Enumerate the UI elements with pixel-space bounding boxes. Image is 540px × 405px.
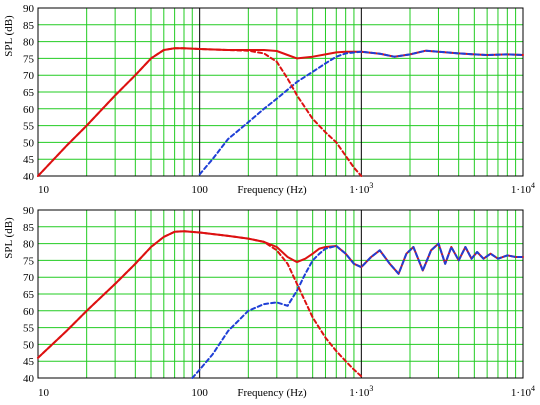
x-tick-label: 100 [191, 184, 208, 196]
y-tick-label: 55 [23, 121, 35, 133]
chart-top: 90 85 80 75 70 65 60 55 50 45 40 SPL (dB) 10 100 1·103… [3, 3, 535, 196]
plot-frame [37, 209, 524, 379]
x-tick-label: 1·103 [349, 181, 373, 196]
y-tick-label: 70 [23, 70, 35, 82]
y-tick-label: 45 [23, 356, 35, 368]
x-tick-exponent: 3 [369, 181, 373, 190]
y-tick-label: 65 [23, 289, 35, 301]
y-axis-label: SPL (dB) [3, 15, 15, 57]
y-tick-label: 65 [23, 87, 35, 99]
series-line-3 [37, 47, 363, 177]
x-tick-exponent: 3 [369, 384, 373, 393]
x-axis-label: Frequency (Hz) [237, 184, 307, 196]
y-tick-label: 75 [23, 255, 35, 267]
chart-bottom: 90 85 80 75 70 65 60 55 50 45 40 SPL (dB) 10 100 1·103… [3, 205, 535, 399]
y-tick-label: 80 [23, 239, 35, 251]
series-line-2 [191, 242, 524, 379]
x-tick-label: 1·104 [511, 181, 535, 196]
x-tick-label: 1·103 [349, 384, 373, 399]
y-tick-label: 85 [23, 20, 35, 32]
x-tick-exponent: 4 [531, 384, 535, 393]
x-tick-exponent: 4 [531, 181, 535, 190]
series-line-2 [198, 49, 524, 176]
x-tick-label: 1·104 [511, 384, 535, 399]
y-tick-label: 45 [23, 154, 35, 166]
y-tick-label: 55 [23, 323, 35, 335]
y-tick-label: 50 [23, 339, 35, 351]
plot-frame [37, 7, 524, 177]
y-tick-label: 90 [23, 3, 35, 15]
y-tick-label: 80 [23, 37, 35, 49]
y-tick-label: 70 [23, 272, 35, 284]
y-tick-label: 85 [23, 222, 35, 234]
y-tick-label: 40 [23, 373, 35, 385]
x-tick-label: 10 [38, 387, 50, 399]
y-tick-label: 75 [23, 53, 35, 65]
y-tick-label: 60 [23, 306, 35, 318]
series-line-3 [37, 230, 363, 378]
x-tick-label: 100 [191, 387, 208, 399]
x-axis-label: Frequency (Hz) [237, 387, 307, 399]
y-tick-label: 60 [23, 104, 35, 116]
y-tick-label: 40 [23, 171, 35, 183]
y-axis-label: SPL (dB) [3, 217, 15, 259]
y-tick-label: 50 [23, 137, 35, 149]
y-tick-label: 90 [23, 205, 35, 217]
x-tick-label: 10 [38, 184, 50, 196]
